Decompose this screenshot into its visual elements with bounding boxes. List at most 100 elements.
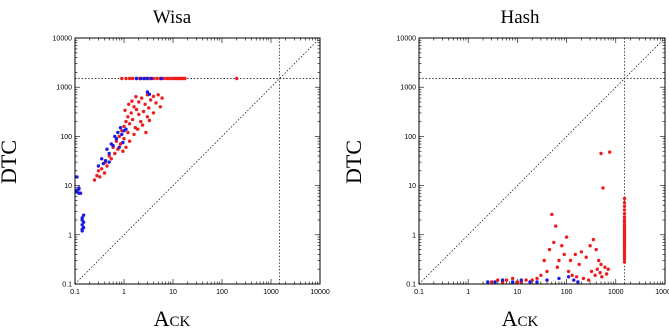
data-point-red (158, 105, 162, 109)
data-point-red (524, 278, 528, 282)
scatter-panel-hash: Hash DTC Ack 0.1 1 10 100 1000 10000 0.1 1 10 100… (341, 7, 669, 331)
data-point-red (134, 107, 139, 112)
data-point-red (566, 269, 571, 274)
data-point-blue (519, 278, 523, 282)
y-tick-label: 10000 (53, 36, 73, 43)
data-point-red (515, 280, 520, 284)
data-point-blue (118, 126, 123, 130)
data-point-red (160, 96, 164, 100)
data-point-red (132, 132, 136, 137)
diagonal-reference-line (74, 37, 321, 285)
data-point-red (130, 76, 135, 81)
data-point-red (151, 111, 156, 115)
x-tick-label: 10000 (310, 289, 330, 296)
data-point-red (574, 275, 579, 279)
data-point-red (608, 150, 612, 154)
data-point-red (601, 186, 605, 190)
data-point-blue (124, 127, 128, 131)
data-point-red (124, 76, 128, 81)
data-point-blue (545, 278, 549, 282)
y-tick-label: 1000 (56, 85, 72, 92)
data-point-red (603, 265, 607, 269)
y-tick-label: 100 (404, 134, 416, 141)
data-point-red (124, 145, 128, 149)
data-point-blue (147, 92, 152, 96)
x-axis-label-wisa: Ack (154, 306, 191, 331)
y-tick-label: 1000 (400, 85, 416, 92)
data-point-red (156, 93, 160, 97)
data-point-red (599, 262, 603, 267)
x-axis-label-hash: Ack (502, 306, 539, 331)
data-point-blue (116, 130, 120, 135)
data-point-blue (77, 186, 81, 190)
data-point-red (130, 117, 135, 122)
data-point-blue (101, 161, 106, 166)
data-point-blue (80, 216, 84, 220)
data-point-red (568, 258, 573, 263)
data-point-red (127, 139, 132, 143)
data-point-blue (120, 132, 124, 137)
data-point-blue (80, 229, 84, 233)
x-tick-label: 10 (514, 289, 522, 296)
data-point-red (109, 157, 114, 161)
data-point-red (588, 244, 592, 248)
data-point-red (496, 278, 500, 282)
data-point-red (139, 119, 143, 124)
data-point-red (122, 124, 126, 129)
y-tick-label: 0.1 (406, 282, 416, 289)
data-point-red (123, 108, 127, 113)
data-point-red (490, 280, 494, 284)
data-point-red (124, 119, 128, 124)
chart-title-wisa: Wisa (153, 7, 192, 28)
y-axis-label-wisa: DTC (0, 140, 21, 184)
data-point-red (143, 102, 147, 107)
data-point-red (594, 247, 598, 252)
data-point-red (595, 267, 599, 271)
data-point-red (622, 250, 627, 254)
data-point-red (154, 101, 158, 105)
data-point-red (144, 130, 148, 135)
data-point-red (129, 111, 133, 115)
data-point-red (600, 275, 604, 279)
data-point-red (95, 173, 99, 178)
data-point-red (130, 99, 134, 103)
data-point-blue (500, 278, 505, 282)
data-point-red (102, 171, 107, 175)
data-point-red (167, 76, 172, 81)
data-point-red (606, 267, 610, 271)
data-point-blue (80, 223, 84, 227)
data-point-red (137, 100, 141, 104)
data-point-red (622, 211, 627, 216)
data-point-red (504, 278, 509, 282)
data-point-blue (113, 134, 117, 139)
data-point-red (121, 149, 125, 153)
data-point-red (98, 175, 102, 179)
data-point-red (581, 276, 586, 281)
data-point-red (622, 215, 627, 219)
scatter-panel-wisa: Wisa DTC Ack 0.1 1 10 100 1000 10000 0.1 1 10 100… (0, 7, 330, 331)
data-point-blue (142, 76, 146, 81)
x-tick-label: 1 (122, 289, 126, 296)
data-point-blue (117, 145, 122, 149)
data-point-blue (81, 213, 86, 217)
data-point-red (92, 178, 97, 182)
data-point-red (599, 151, 603, 156)
data-point-red (560, 244, 564, 248)
data-point-blue (145, 76, 150, 81)
y-tick-label: 10 (408, 183, 416, 190)
y-tick-label: 1 (412, 232, 416, 239)
data-point-blue (81, 225, 86, 230)
data-point-red (622, 257, 627, 261)
data-point-red (137, 112, 141, 117)
data-point-red (584, 255, 588, 259)
data-point-red (96, 169, 101, 173)
data-point-red (622, 208, 627, 212)
data-point-red (622, 204, 627, 208)
data-point-blue (96, 164, 101, 168)
data-point-red (140, 96, 144, 100)
data-point-blue (134, 76, 139, 81)
data-point-blue (107, 151, 111, 156)
plot-frame (418, 37, 666, 285)
data-point-red (622, 196, 627, 201)
